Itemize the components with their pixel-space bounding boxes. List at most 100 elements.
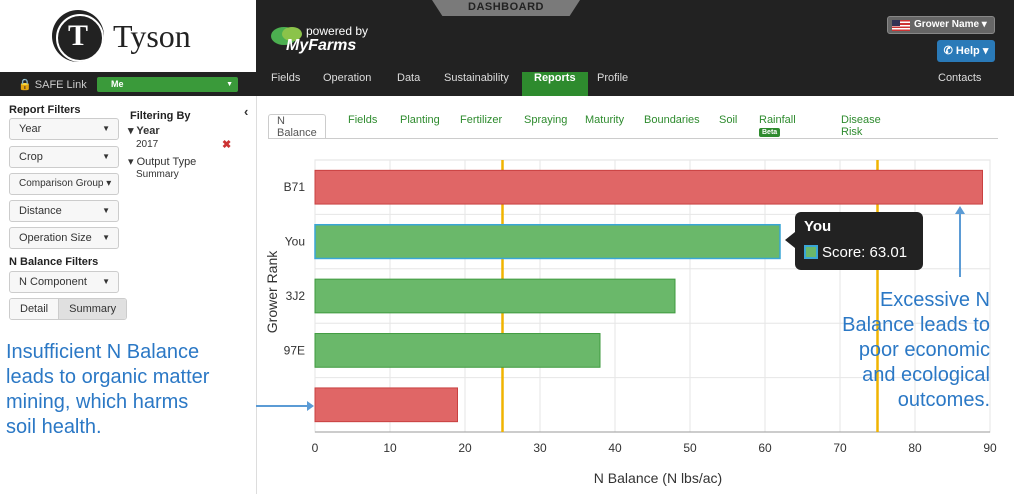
top-bar xyxy=(256,0,1014,72)
chart-bars xyxy=(314,169,983,423)
nav-contacts[interactable]: Contacts xyxy=(938,72,982,84)
caret-down-icon: ▼ xyxy=(102,206,110,215)
collapse-sidebar-icon[interactable]: ‹ xyxy=(244,104,249,119)
filter-operation-size-select[interactable]: Operation Size ▼ xyxy=(9,227,119,249)
tab-fields[interactable]: Fields xyxy=(348,114,378,126)
me-select[interactable]: Me ▼ xyxy=(97,77,238,92)
annotation-line: Insufficient N Balance xyxy=(6,341,200,363)
filter-crop-select[interactable]: Crop ▼ xyxy=(9,146,119,168)
caret-down-icon: ▼ xyxy=(102,233,110,242)
brand-name: Tyson xyxy=(113,18,191,54)
safe-link[interactable]: 🔒 SAFE Link xyxy=(18,78,87,91)
insufficient-annotation: Insufficient N Balance leads to organic … xyxy=(6,340,209,440)
category-label: You xyxy=(285,235,305,249)
myfarms-label: MyFarms xyxy=(286,37,357,54)
tab-rainfall-label: Rainfall xyxy=(759,114,796,126)
x-tick-label: 50 xyxy=(683,441,697,455)
x-tick-label: 40 xyxy=(608,441,622,455)
safe-link-label: SAFE Link xyxy=(34,79,87,91)
tab-boundaries[interactable]: Boundaries xyxy=(644,114,700,126)
filter-operation-size-label: Operation Size xyxy=(19,232,92,244)
x-tick-label: 80 xyxy=(908,441,922,455)
tab-underline xyxy=(268,138,998,139)
x-tick-label: 0 xyxy=(312,441,319,455)
content-divider xyxy=(256,96,257,494)
x-tick-label: 20 xyxy=(458,441,472,455)
help-button[interactable]: ✆ Help ▾ xyxy=(937,40,995,62)
tab-maturity[interactable]: Maturity xyxy=(585,114,625,126)
n-component-select[interactable]: N Component ▼ xyxy=(9,271,119,293)
user-menu-label: Grower Name ▾ xyxy=(914,19,987,30)
myfarms-logo-icon xyxy=(271,27,302,45)
tab-disease-risk[interactable]: Disease Risk xyxy=(841,114,881,138)
user-menu-button[interactable]: Grower Name ▾ xyxy=(887,16,995,34)
n-component-label: N Component xyxy=(19,276,87,288)
tab-rainfall[interactable]: Rainfall Beta xyxy=(751,114,804,139)
filter-year-select[interactable]: Year ▼ xyxy=(9,118,119,140)
category-label: 3J2 xyxy=(286,289,306,303)
chart-bar xyxy=(314,387,458,423)
brand-logo[interactable]: T Tyson xyxy=(0,0,256,72)
remove-filter-icon[interactable]: ✖ xyxy=(222,139,232,151)
up-arrowhead-icon xyxy=(955,206,965,214)
report-filters-title: Report Filters xyxy=(9,104,81,116)
y-axis-label: Grower Rank xyxy=(264,250,280,333)
annotation-line: poor economic xyxy=(858,339,990,361)
filter-year-chip-value: 2017 xyxy=(136,139,159,150)
filter-output-chip-value: Summary xyxy=(136,169,179,180)
nav-profile[interactable]: Profile xyxy=(597,72,629,84)
chart-bar xyxy=(314,278,676,314)
tab-n-balance[interactable]: N Balance xyxy=(268,114,326,139)
dashboard-toggle[interactable]: DASHBOARD xyxy=(432,0,580,16)
caret-down-icon: ▼ xyxy=(102,152,110,161)
x-tick-label: 30 xyxy=(533,441,547,455)
x-tick-label: 70 xyxy=(833,441,847,455)
left-arrowhead-icon xyxy=(307,401,314,411)
nav-operation[interactable]: Operation xyxy=(323,72,372,84)
tooltip-title: You xyxy=(804,218,832,235)
detail-button[interactable]: Detail xyxy=(10,299,59,319)
bar-tooltip: You Score: 63.01 xyxy=(785,212,923,270)
filter-year-label: Year xyxy=(19,123,42,135)
x-tick-label: 90 xyxy=(983,441,997,455)
filter-distance-select[interactable]: Distance ▼ xyxy=(9,200,119,222)
chart-bar xyxy=(314,169,983,205)
excessive-annotation: Excessive N Balance leads to poor econom… xyxy=(780,288,990,413)
nav-fields[interactable]: Fields xyxy=(271,72,301,84)
us-flag-icon xyxy=(892,20,910,31)
nav-sustainability[interactable]: Sustainability xyxy=(444,72,509,84)
tab-fertilizer[interactable]: Fertilizer xyxy=(460,114,503,126)
tooltip-swatch xyxy=(804,245,818,259)
beta-badge: Beta xyxy=(759,128,781,137)
x-tick-label: 10 xyxy=(383,441,397,455)
tab-spraying[interactable]: Spraying xyxy=(524,114,568,126)
filter-comparison-group-select[interactable]: Comparison Group ▾ xyxy=(9,173,119,195)
nav-reports[interactable]: Reports xyxy=(522,72,588,96)
tab-planting[interactable]: Planting xyxy=(400,114,440,126)
phone-icon: ✆ xyxy=(943,45,956,57)
filtering-by-title: Filtering By xyxy=(130,110,191,122)
x-axis-label: N Balance (N lbs/ac) xyxy=(594,470,722,486)
caret-down-icon: ▼ xyxy=(102,124,110,133)
category-labels: B71 You 3J2 97E xyxy=(284,180,306,357)
filter-crop-label: Crop xyxy=(19,151,43,163)
nav-data[interactable]: Data xyxy=(397,72,421,84)
n-balance-filters-title: N Balance Filters xyxy=(9,256,99,268)
view-toggle: Detail Summary xyxy=(9,298,128,320)
caret-down-icon: ▼ xyxy=(102,277,110,286)
annotation-line: and ecological xyxy=(862,364,990,386)
chart-bar xyxy=(314,223,781,260)
x-tick-label: 60 xyxy=(758,441,772,455)
tab-soil[interactable]: Soil xyxy=(719,114,738,126)
tooltip-score: Score: 63.01 xyxy=(822,244,908,261)
summary-button[interactable]: Summary xyxy=(58,299,127,319)
annotation-line: leads to organic matter xyxy=(6,366,210,388)
x-tick-labels: 0 10 20 30 40 50 60 70 80 90 xyxy=(312,441,997,455)
annotation-line: Balance leads to xyxy=(842,314,990,336)
category-label: B71 xyxy=(284,180,306,194)
filter-year-chip-label: ▾ Year xyxy=(128,125,160,137)
tyson-logo-glyph: T xyxy=(67,19,88,52)
annotation-line: outcomes. xyxy=(897,389,990,411)
powered-by-label: powered by xyxy=(306,24,369,38)
filter-output-chip-label: ▾ Output Type xyxy=(128,156,197,168)
